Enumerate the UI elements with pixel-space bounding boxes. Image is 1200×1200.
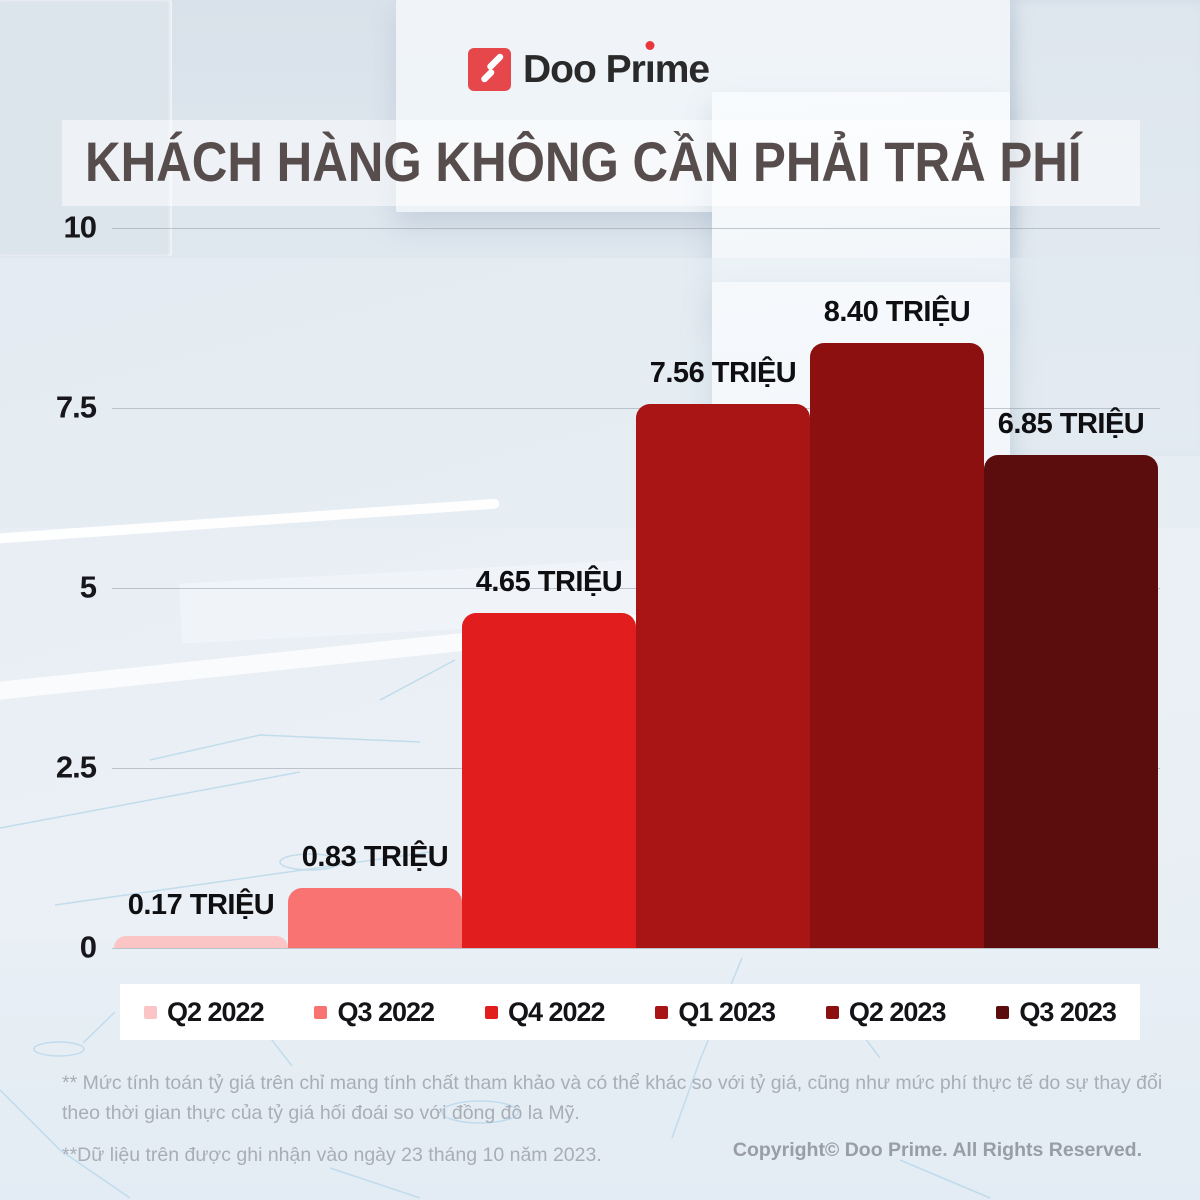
logo-text: Doo Prıme [523, 48, 710, 91]
y-tick-label-5: 5 [79, 569, 97, 605]
bar-group-q3-2023: 6.85 TRIỆU [984, 228, 1158, 948]
legend: Q2 2022 Q3 2022 Q4 2022 Q1 2023 Q2 2023 Q3 20… [120, 984, 1140, 1040]
legend-swatch-q2-2022 [144, 1005, 157, 1019]
legend-item-q3-2023: Q3 2023 [996, 996, 1117, 1028]
bar-value-label-q2-2022: 0.17 TRIỆU [127, 888, 275, 921]
footnote-data-date: **Dữ liệu trên được ghi nhận vào ngày 23… [62, 1144, 602, 1166]
legend-swatch-q1-2023 [655, 1005, 669, 1019]
legend-label-q4-2022: Q4 2022 [507, 996, 606, 1027]
legend-label-q2-2023: Q2 2023 [848, 996, 947, 1027]
gridline-10 [112, 228, 1160, 229]
copyright: Copyright© Doo Prime. All Rights Reserve… [732, 1139, 1142, 1161]
bar-value-label-q3-2022: 0.83 TRIỆU [301, 841, 449, 874]
legend-swatch-q3-2022 [314, 1005, 328, 1019]
plot-area: 0.17 TRIỆU 0.83 TRIỆU 4.65 TRIỆU 7.56 TRIỆU… [56, 209, 1160, 964]
legend-label-q3-2023: Q3 2023 [1019, 996, 1117, 1027]
y-tick-label-7.5: 7.5 [55, 389, 97, 425]
legend-label-q1-2023: Q1 2023 [678, 996, 776, 1027]
doo-prime-logo: Doo Prıme [468, 48, 710, 91]
bar-group-q1-2023: 7.56 TRIỆU [636, 228, 810, 948]
legend-item-q1-2023: Q1 2023 [655, 996, 776, 1028]
legend-label-q3-2022: Q3 2022 [337, 996, 435, 1027]
y-tick-label-10: 10 [63, 209, 97, 245]
page-title: KHÁCH HÀNG KHÔNG CẦN PHẢI TRẢ PHÍ [85, 130, 1082, 193]
bar-value-label-q1-2023: 7.56 TRIỆU [649, 356, 797, 389]
y-tick-label-2.5: 2.5 [55, 749, 97, 785]
logo-text-part2: me [654, 48, 710, 91]
gridline-0 [112, 948, 1160, 949]
bg-floor-band [0, 940, 1200, 1200]
logo-text-part1: Doo Pr [523, 48, 646, 91]
bar-q3-2023 [984, 454, 1158, 948]
logo-text-i: ı [644, 48, 656, 91]
legend-label-q2-2022: Q2 2022 [167, 996, 265, 1027]
bar-q3-2022 [288, 888, 462, 948]
legend-item-q2-2023: Q2 2023 [825, 996, 947, 1028]
doo-prime-logo-icon [468, 48, 511, 91]
legend-item-q3-2022: Q3 2022 [314, 996, 435, 1028]
bar-q4-2022 [462, 613, 636, 948]
legend-swatch-q3-2023 [996, 1005, 1010, 1019]
gridline-7.5 [112, 408, 1160, 409]
legend-item-q4-2022: Q4 2022 [484, 996, 606, 1028]
legend-swatch-q2-2023 [825, 1005, 839, 1019]
bar-q2-2022 [114, 935, 288, 948]
bars: 0.17 TRIỆU 0.83 TRIỆU 4.65 TRIỆU 7.56 TRIỆU… [114, 228, 1158, 948]
bar-value-label-q4-2022: 4.65 TRIỆU [475, 566, 623, 599]
bar-q2-2023 [810, 343, 984, 948]
bar-value-label-q2-2023: 8.40 TRIỆU [823, 296, 971, 329]
title-band [62, 120, 1140, 206]
bar-group-q4-2022: 4.65 TRIỆU [462, 228, 636, 948]
bar-group-q2-2022: 0.17 TRIỆU [114, 228, 288, 948]
bar-group-q3-2022: 0.83 TRIỆU [288, 228, 462, 948]
legend-swatch-q4-2022 [484, 1005, 498, 1019]
y-tick-label-0: 0 [79, 929, 97, 965]
footnote-exchange-rate: ** Mức tính toán tỷ giá trên chỉ mang tí… [62, 1072, 1163, 1125]
legend-item-q2-2022: Q2 2022 [144, 996, 265, 1028]
bar-value-label-q3-2023: 6.85 TRIỆU [997, 407, 1145, 440]
bar-group-q2-2023: 8.40 TRIỆU [810, 228, 984, 948]
bar-q1-2023 [636, 403, 810, 948]
